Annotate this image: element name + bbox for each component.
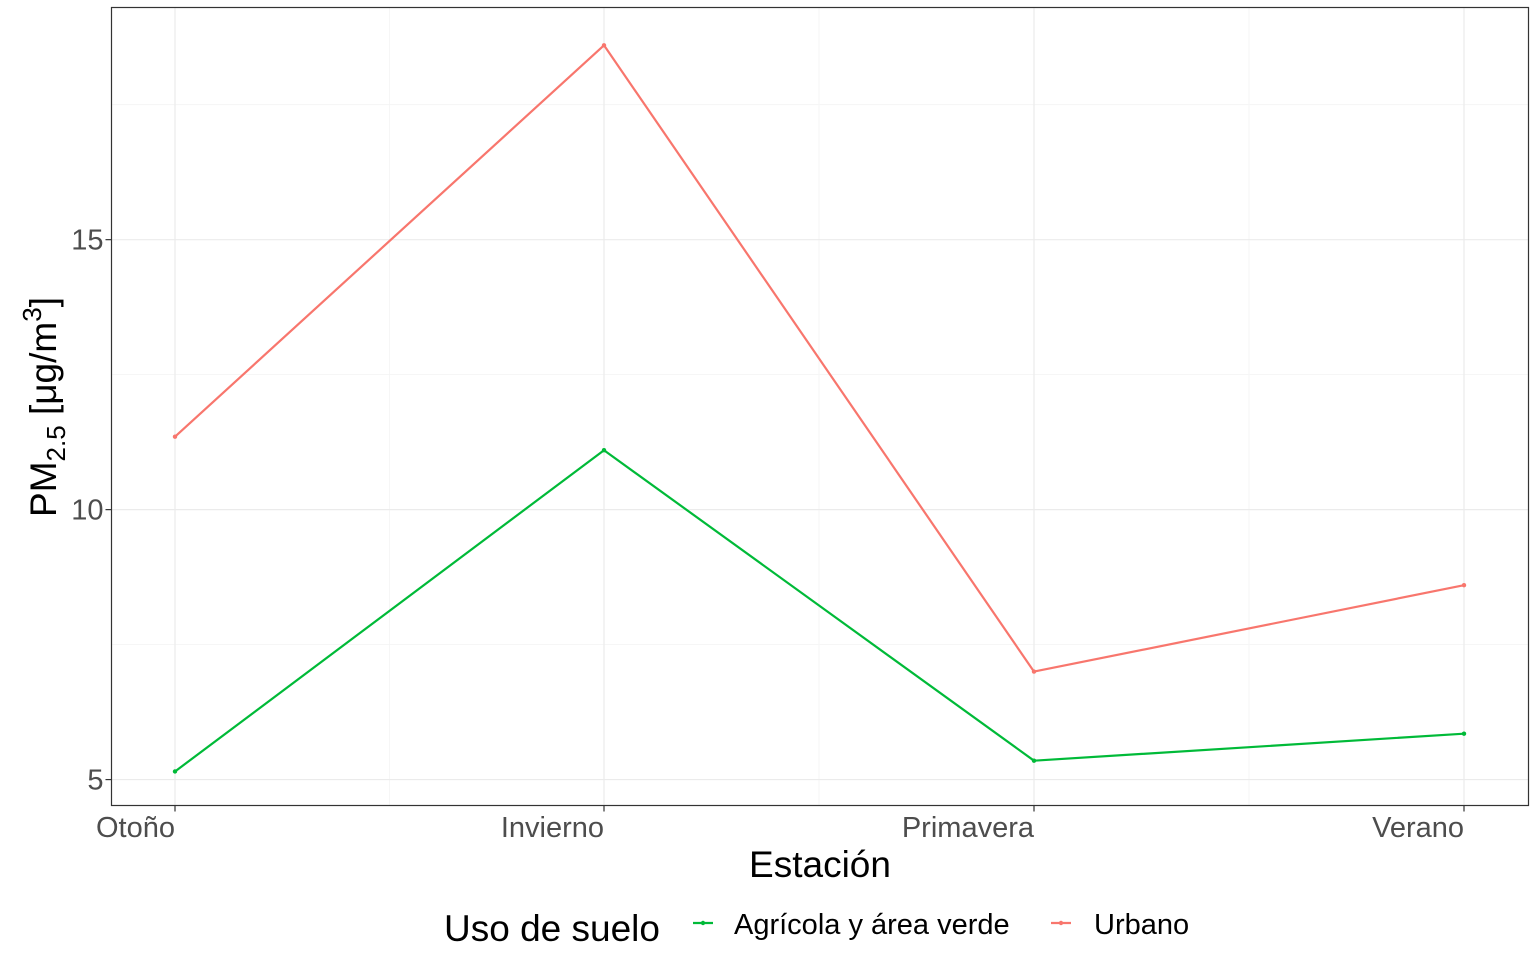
x-tick-label: Invierno	[501, 812, 604, 844]
x-tick-label: Otoño	[96, 812, 175, 844]
data-point	[1031, 758, 1037, 763]
y-tick-label: 10	[71, 495, 103, 527]
legend-key-point	[700, 920, 706, 926]
y-axis-title-prefix: PM	[23, 461, 64, 517]
x-axis-title: Estación	[749, 844, 891, 885]
series	[172, 43, 1467, 774]
legend-label: Urbano	[1094, 909, 1189, 941]
y-axis-title: PM2.5 [μg/m3]	[17, 297, 71, 517]
legend-title: Uso de suelo	[444, 908, 660, 949]
y-axis-title-unit-close: ]	[23, 297, 64, 307]
legend-keys: Agrícola y área verde Urbano	[693, 909, 1189, 941]
series-line-urbano	[174, 44, 1465, 673]
data-point	[1461, 731, 1467, 736]
legend-key-point	[1058, 920, 1064, 926]
x-tick-label: Verano	[1372, 812, 1464, 844]
y-axis-title-unit: [μg/m	[23, 322, 64, 426]
data-point	[601, 43, 607, 48]
y-axis-title-subscript: 2.5	[41, 425, 71, 461]
y-axis-title-superscript: 3	[17, 307, 47, 321]
x-tick-label: Primavera	[902, 812, 1035, 844]
series-line-agricola	[174, 449, 1465, 773]
data-point	[1461, 583, 1467, 588]
y-tick-label: 15	[71, 225, 103, 257]
data-point	[601, 448, 607, 453]
plot-panel-border	[110, 6, 1530, 807]
legend: Uso de suelo Agrícola y área verde Urbano	[444, 908, 1189, 949]
grid	[111, 7, 1529, 806]
data-point	[172, 769, 178, 774]
y-tick-label: 5	[87, 765, 103, 797]
data-point	[172, 434, 178, 439]
legend-label: Agrícola y área verde	[734, 909, 1010, 941]
axes: 5 10 15 Otoño Invierno Primavera Verano	[71, 225, 1465, 844]
data-point	[1031, 669, 1037, 674]
